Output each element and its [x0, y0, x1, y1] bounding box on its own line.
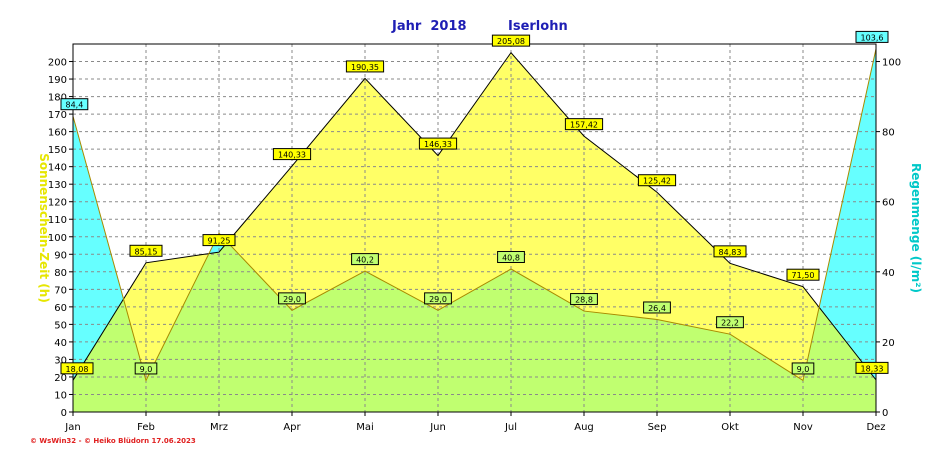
sunshine-data-label: 140,33	[278, 151, 306, 160]
sunshine-data-label-box	[418, 137, 458, 150]
sunshine-data-label-box	[855, 361, 889, 374]
right-axis-title: Regenmenge (l/m²)	[909, 163, 923, 293]
left-tick-label: 40	[54, 338, 67, 349]
rain-data-label: 9,0	[140, 365, 153, 374]
rain-data-label: 29,0	[283, 295, 301, 304]
rain-data-label: 40,2	[356, 256, 374, 265]
x-tick-label: Dez	[866, 422, 885, 433]
right-tick-label: 20	[882, 338, 895, 349]
chart-title: Jahr 2018	[392, 19, 467, 34]
left-tick-label: 130	[48, 180, 67, 191]
sunshine-data-label: 71,50	[792, 271, 815, 280]
sunshine-data-label-box	[272, 148, 312, 161]
plot-border	[72, 43, 877, 413]
left-tick-label: 0	[61, 408, 67, 419]
rain-data-label-box	[278, 292, 306, 305]
right-tick-label: 100	[882, 58, 901, 69]
right-tick-label: 0	[882, 408, 888, 419]
left-tick-label: 110	[48, 215, 67, 226]
left-tick-label: 140	[48, 163, 67, 174]
rain-data-label-box	[791, 362, 815, 375]
rain-data-label-box	[570, 293, 598, 306]
footer-credit: © WsWin32 - © Heiko Blüdorn 17.06.2023	[30, 437, 196, 445]
sunshine-data-label-box	[345, 60, 385, 73]
sunshine-data-label: 157,42	[570, 121, 598, 130]
x-tick-label: Jan	[64, 422, 80, 433]
left-tick-label: 60	[54, 303, 67, 314]
chart-subtitle: Iserlohn	[508, 19, 568, 34]
left-tick-label: 160	[48, 128, 67, 139]
rain-data-label-box	[134, 362, 158, 375]
rain-data-label-box	[716, 316, 744, 329]
rain-data-label: 84,4	[65, 101, 83, 110]
left-tick-label: 170	[48, 110, 67, 121]
sunshine-data-label: 125,42	[643, 177, 671, 186]
sunshine-data-label-box	[202, 234, 236, 247]
rain-data-label-box	[855, 30, 889, 43]
sunshine-data-label: 84,83	[719, 248, 742, 257]
x-tick-label: Aug	[574, 422, 594, 433]
left-tick-label: 150	[48, 145, 67, 156]
left-tick-label: 10	[54, 390, 67, 401]
sunshine-data-label-box	[60, 362, 94, 375]
left-tick-label: 180	[48, 93, 67, 104]
x-tick-label: Sep	[648, 422, 667, 433]
left-tick-label: 190	[48, 75, 67, 86]
rain-data-label-box	[424, 292, 452, 305]
sunshine-data-label: 91,25	[208, 237, 231, 246]
rain-data-label: 22,2	[721, 319, 739, 328]
left-tick-label: 100	[48, 233, 67, 244]
left-tick-label: 50	[54, 320, 67, 331]
rain-data-label: 9,0	[797, 365, 810, 374]
sunshine-data-label: 18,08	[66, 365, 89, 374]
left-tick-label: 20	[54, 373, 67, 384]
rain-data-label: 103,6	[861, 33, 884, 42]
x-tick-label: Feb	[137, 422, 155, 433]
x-tick-label: Mrz	[210, 422, 228, 433]
rain-data-label: 29,0	[429, 295, 447, 304]
overlap-area	[73, 52, 876, 412]
right-tick-label: 60	[882, 198, 895, 209]
sunshine-data-label: 18,33	[861, 364, 884, 373]
rain-data-label: 28,8	[575, 296, 593, 305]
sunshine-data-label-box	[491, 34, 531, 47]
rain-data-label: 26,4	[648, 304, 666, 313]
left-tick-label: 120	[48, 198, 67, 209]
left-tick-label: 70	[54, 285, 67, 296]
x-tick-label: Okt	[721, 422, 739, 433]
rain-line	[72, 48, 877, 382]
sunshine-data-label: 190,35	[351, 63, 379, 72]
sunshine-data-label-box	[637, 174, 677, 187]
area-layers	[73, 48, 876, 412]
sunshine-line	[72, 51, 877, 381]
rain-data-label-box	[60, 98, 89, 111]
x-tick-label: Nov	[793, 422, 813, 433]
x-tick-label: Jul	[504, 422, 517, 433]
right-tick-label: 40	[882, 268, 895, 279]
rain-data-label-box	[351, 253, 379, 266]
x-tick-label: Apr	[283, 422, 301, 433]
rain-data-label: 40,8	[502, 254, 520, 263]
left-tick-label: 200	[48, 58, 67, 69]
sunshine-data-label: 205,08	[497, 37, 525, 46]
sunshine-data-label-box	[713, 245, 747, 258]
left-axis-title: Sonnenschein-Zeit (h)	[37, 153, 51, 303]
left-tick-label: 80	[54, 268, 67, 279]
left-tick-label: 30	[54, 355, 67, 366]
x-tick-label: Mai	[356, 422, 374, 433]
sunshine-data-label: 85,15	[135, 247, 158, 256]
right-tick-label: 80	[882, 128, 895, 139]
left-tick-label: 90	[54, 250, 67, 261]
rain-data-label-box	[643, 301, 671, 314]
sunshine-data-label: 146,33	[424, 140, 452, 149]
sunshine-data-label-box	[564, 118, 604, 131]
rain-data-label-box	[497, 251, 525, 264]
sunshine-data-label-box	[786, 268, 820, 281]
x-tick-label: Jun	[429, 422, 446, 433]
sunshine-data-label-box	[129, 244, 163, 257]
